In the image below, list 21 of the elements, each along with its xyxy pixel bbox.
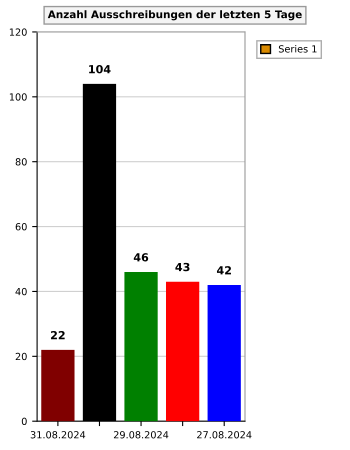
data-label: 104	[89, 64, 111, 74]
data-label: 43	[175, 262, 190, 272]
y-tick-label: 40	[15, 288, 27, 296]
data-label: 22	[51, 330, 65, 340]
bar	[41, 350, 75, 422]
bar	[208, 284, 241, 422]
y-tick-label: 120	[10, 28, 27, 36]
x-tick-label: 31.08.2024	[30, 431, 86, 438]
x-tick-label: 29.08.2024	[114, 431, 168, 438]
bar	[166, 282, 200, 422]
y-tick-label: 80	[16, 158, 27, 166]
x-tick-label: 27.08.2024	[197, 431, 252, 438]
y-tick-label: 60	[16, 223, 27, 230]
bar	[124, 272, 158, 422]
y-tick-label: 20	[16, 352, 27, 360]
text: Series 1	[278, 45, 317, 53]
y-tick-label: 100	[10, 93, 27, 101]
y-tick-label: 0	[22, 418, 27, 426]
data-label: 42	[216, 266, 231, 274]
data-label: 46	[134, 253, 148, 262]
chart-title: Anzahl Ausschreibungen der letzten 5 Tage	[48, 10, 302, 20]
